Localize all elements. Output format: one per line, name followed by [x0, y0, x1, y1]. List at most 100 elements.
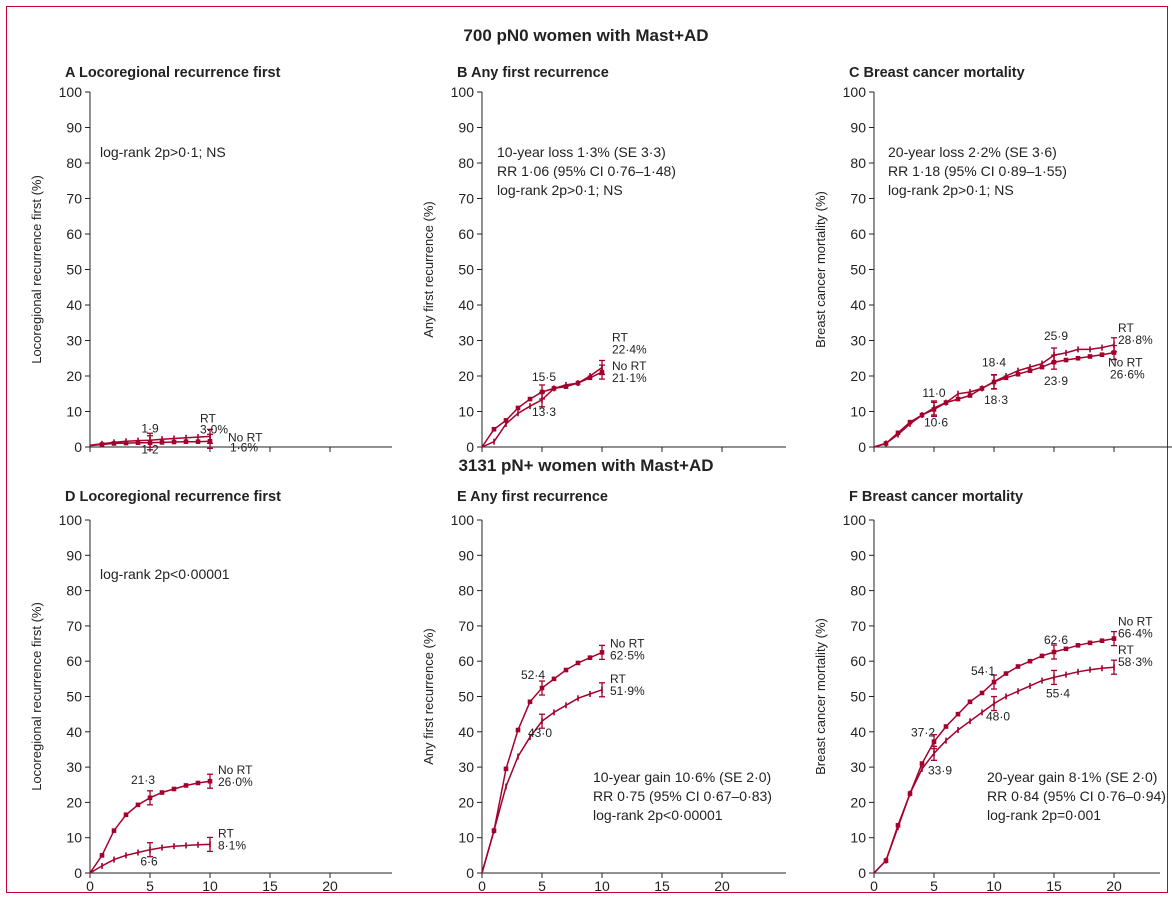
panel-letter: D	[65, 489, 80, 505]
data-point	[955, 711, 961, 717]
y-tick-label: 50	[850, 689, 866, 705]
data-label: 1·6%	[230, 440, 258, 454]
y-tick-label: 40	[458, 724, 474, 740]
x-tick-label: 15	[654, 878, 670, 894]
data-point	[1015, 371, 1021, 377]
stats-text: log-rank 2p=0·001	[987, 807, 1101, 823]
x-tick-label: 5	[930, 878, 938, 894]
y-tick-label: 40	[66, 297, 82, 313]
data-label: 15·5	[532, 370, 556, 384]
y-axis-label: Any first recurrence (%)	[421, 628, 436, 765]
y-tick-label: 30	[850, 759, 866, 775]
y-tick-label: 50	[66, 262, 82, 278]
y-tick-label: 100	[843, 512, 867, 528]
y-tick-label: 30	[850, 333, 866, 349]
y-tick-label: 90	[66, 120, 82, 136]
figure-frame	[6, 6, 1168, 893]
data-label: 8·1%	[218, 838, 246, 852]
y-tick-label: 20	[458, 368, 474, 384]
data-label: 43·0	[528, 726, 552, 740]
data-point	[503, 418, 509, 423]
data-point	[515, 727, 521, 733]
y-tick-label: 0	[466, 439, 474, 455]
y-axis-label: Locoregional recurrence first (%)	[29, 602, 44, 791]
data-point	[1003, 375, 1009, 381]
y-tick-label: 0	[74, 865, 82, 881]
data-point	[895, 430, 901, 436]
panel-letter: F	[849, 489, 862, 505]
y-tick-label: 60	[850, 226, 866, 242]
y-tick-label: 80	[850, 583, 866, 599]
y-tick-label: 100	[843, 84, 867, 100]
data-point	[527, 396, 533, 402]
data-label: 18·4	[982, 356, 1006, 370]
data-point	[515, 405, 521, 411]
x-tick-label: 15	[262, 878, 278, 894]
x-tick-label: 0	[478, 878, 486, 894]
data-label: 26·0%	[218, 775, 253, 789]
data-label: 58·3%	[1118, 655, 1153, 669]
y-tick-label: 90	[458, 120, 474, 136]
data-label: 51·9%	[610, 684, 645, 698]
panel-title-text: Breast cancer mortality	[864, 65, 1025, 81]
panel-c: C Breast cancer mortality 0 10 20 30 40 50 60 70…	[813, 65, 1172, 455]
data-point	[1027, 368, 1033, 373]
y-tick-label: 100	[59, 512, 83, 528]
section-title-pn0: 700 pN0 women with Mast+AD	[463, 26, 709, 45]
data-point	[171, 786, 177, 792]
y-tick-label: 0	[858, 439, 866, 455]
data-point	[111, 441, 117, 446]
y-tick-label: 50	[458, 262, 474, 278]
y-tick-label: 50	[850, 262, 866, 278]
y-tick-label: 80	[458, 583, 474, 599]
y-tick-label: 100	[59, 84, 83, 100]
data-point	[159, 440, 165, 445]
y-tick-label: 30	[458, 759, 474, 775]
data-point	[1099, 638, 1105, 644]
data-label: 22·4%	[612, 342, 647, 356]
y-tick-label: 30	[66, 333, 82, 349]
panel-title: B Any first recurrence	[457, 65, 609, 81]
data-label: RT	[610, 672, 626, 686]
data-point	[99, 442, 105, 447]
y-tick-label: 50	[458, 689, 474, 705]
y-tick-label: 60	[66, 653, 82, 669]
data-point	[1063, 357, 1069, 363]
data-label: 25·9	[1044, 329, 1068, 343]
y-tick-label: 40	[850, 724, 866, 740]
y-tick-label: 60	[458, 226, 474, 242]
data-point	[1087, 640, 1093, 646]
panel-letter: A	[65, 65, 79, 81]
data-point	[563, 384, 569, 389]
x-tick-label: 10	[202, 878, 218, 894]
panel-e: E Any first recurrence010203040506070809…	[421, 489, 786, 897]
stats-text: 10-year gain 10·6% (SE 2·0)	[593, 769, 771, 785]
data-point	[171, 439, 177, 445]
data-point	[967, 393, 973, 398]
y-tick-label: 70	[66, 191, 82, 207]
y-axis-label: Breast cancer mortality (%)	[813, 618, 828, 775]
data-point	[135, 440, 141, 446]
y-tick-label: 10	[850, 830, 866, 846]
data-label: 52·4	[521, 668, 545, 682]
y-tick-label: 70	[458, 191, 474, 207]
x-tick-label: 20	[322, 878, 338, 894]
data-label: 18·3	[984, 393, 1008, 407]
data-point	[1027, 658, 1033, 664]
data-label: 62·5%	[610, 648, 645, 662]
y-tick-label: 20	[458, 794, 474, 810]
data-label: 62·6	[1044, 633, 1068, 647]
y-tick-label: 0	[466, 865, 474, 881]
panel-title: D Locoregional recurrence first	[65, 489, 281, 505]
panel-letter: C	[849, 65, 864, 81]
data-label: 66·4%	[1118, 627, 1153, 641]
data-point	[1039, 653, 1045, 659]
data-point	[955, 396, 961, 402]
y-tick-label: 20	[66, 794, 82, 810]
data-point	[979, 690, 985, 696]
y-tick-label: 40	[458, 297, 474, 313]
y-tick-label: 70	[850, 618, 866, 634]
data-point	[1075, 643, 1081, 648]
panel-title: C Breast cancer mortality	[849, 65, 1025, 81]
y-tick-label: 80	[850, 155, 866, 171]
